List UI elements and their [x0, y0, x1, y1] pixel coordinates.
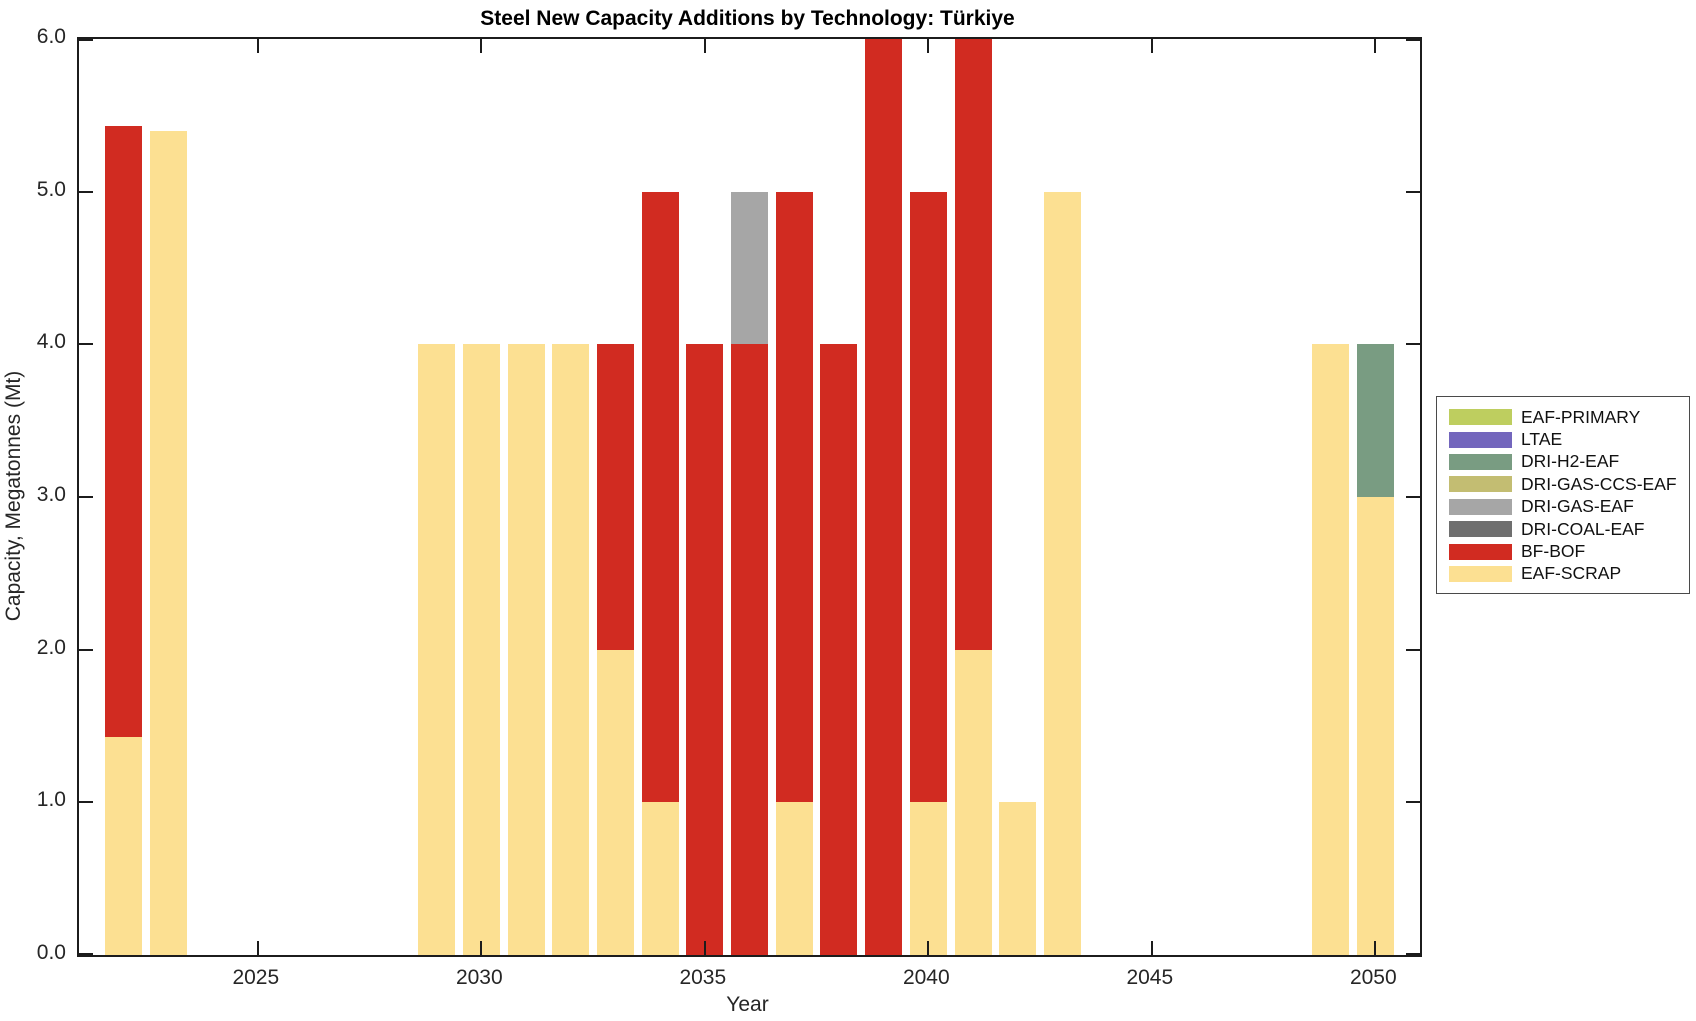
legend-label-eaf-scrap: EAF-SCRAP	[1521, 563, 1622, 584]
bar-segment-eaf-scrap-2042	[999, 802, 1037, 955]
bar-segment-dri-gas-eaf-2036	[731, 191, 768, 345]
y-tick-left-0	[79, 953, 93, 955]
bar-segment-eaf-scrap-2041	[954, 649, 992, 955]
x-tick-label-2050: 2050	[1349, 966, 1397, 989]
y-tick-left-3	[79, 496, 93, 498]
bar-segment-eaf-scrap-2022	[105, 736, 143, 955]
x-tick-top-2050	[1374, 39, 1377, 53]
y-tick-label-6.0: 6.0	[36, 25, 66, 48]
legend-swatch-ltae	[1449, 431, 1512, 448]
legend-item-eaf-primary: EAF-PRIMARY	[1449, 406, 1689, 428]
y-tick-label-4.0: 4.0	[36, 330, 66, 354]
x-tick-top-2025	[256, 39, 259, 53]
y-tick-left-5	[79, 190, 93, 193]
y-tick-label-0.0: 0.0	[36, 941, 66, 964]
y-tick-right-6	[1406, 39, 1420, 41]
bar-segment-eaf-scrap-2033	[596, 649, 634, 955]
x-tick-top-2045	[1150, 39, 1153, 53]
x-tick-bottom-2050	[1374, 941, 1377, 955]
bar-segment-eaf-scrap-2030	[462, 344, 500, 955]
legend-item-eaf-scrap: EAF-SCRAP	[1449, 563, 1689, 585]
x-tick-bottom-2040	[927, 941, 930, 955]
chart-title: Steel New Capacity Additions by Technolo…	[480, 7, 1015, 30]
legend-item-dri-h2-eaf: DRI-H2-EAF	[1449, 451, 1689, 473]
legend-item-dri-gas-eaf: DRI-GAS-EAF	[1449, 496, 1689, 518]
legend-item-ltae: LTAE	[1449, 428, 1689, 450]
bar-segment-eaf-scrap-2040	[909, 802, 947, 955]
legend-item-dri-gas-ccs-eaf: DRI-GAS-CCS-EAF	[1449, 473, 1689, 495]
x-tick-top-2030	[480, 39, 483, 53]
legend-swatch-eaf-primary	[1449, 409, 1512, 426]
y-tick-right-2	[1406, 648, 1420, 651]
bar-segment-bf-bof-2039	[865, 39, 903, 955]
legend-swatch-dri-coal-eaf	[1449, 521, 1512, 538]
y-tick-right-0	[1406, 953, 1420, 955]
bar-segment-eaf-scrap-2032	[552, 344, 590, 955]
y-tick-right-3	[1406, 496, 1420, 498]
bar-segment-dri-h2-eaf-2050	[1356, 344, 1394, 497]
legend-swatch-dri-h2-eaf	[1449, 453, 1512, 470]
legend-item-bf-bof: BF-BOF	[1449, 540, 1689, 562]
bar-segment-eaf-scrap-2023	[149, 130, 187, 955]
x-axis-label: Year	[726, 993, 769, 1016]
y-tick-label-2.0: 2.0	[36, 635, 66, 659]
x-tick-label-2045: 2045	[1126, 966, 1174, 989]
bar-segment-bf-bof-2037	[775, 191, 813, 803]
legend-swatch-dri-gas-ccs-eaf	[1449, 476, 1512, 493]
bar-segment-bf-bof-2034	[641, 191, 679, 803]
bar-segment-bf-bof-2040	[909, 191, 947, 803]
bar-segment-eaf-scrap-2050	[1356, 497, 1394, 955]
y-tick-left-4	[79, 343, 93, 346]
bar-segment-eaf-scrap-2031	[507, 344, 545, 955]
y-tick-left-6	[79, 39, 93, 41]
y-tick-right-5	[1406, 190, 1420, 193]
y-tick-label-1.0: 1.0	[36, 788, 66, 812]
y-axis-label: Capacity, Megatonnes (Mt)	[2, 370, 25, 622]
x-tick-bottom-2030	[480, 941, 483, 955]
legend-label-dri-h2-eaf: DRI-H2-EAF	[1521, 451, 1620, 472]
y-tick-label-3.0: 3.0	[36, 483, 66, 506]
legend-label-dri-gas-ccs-eaf: DRI-GAS-CCS-EAF	[1521, 473, 1677, 494]
bar-segment-eaf-scrap-2043	[1043, 191, 1081, 955]
x-tick-top-2040	[927, 39, 930, 53]
bar-segment-bf-bof-2036	[731, 344, 768, 955]
bar-segment-bf-bof-2038	[820, 344, 858, 955]
plot-area	[77, 37, 1422, 957]
y-tick-left-1	[79, 801, 93, 804]
bar-segment-bf-bof-2041	[954, 39, 992, 650]
bar-segment-bf-bof-2035	[686, 344, 724, 955]
y-tick-right-1	[1406, 801, 1420, 804]
legend-label-eaf-primary: EAF-PRIMARY	[1521, 406, 1641, 427]
x-tick-bottom-2035	[703, 941, 706, 955]
legend-label-dri-gas-eaf: DRI-GAS-EAF	[1521, 496, 1634, 517]
bar-segment-eaf-scrap-2029	[418, 344, 456, 955]
bar-segment-bf-bof-2033	[596, 344, 634, 650]
x-tick-top-2035	[703, 39, 706, 53]
legend: EAF-PRIMARY LTAE DRI-H2-EAF DRI-GAS-CCS-EAF…	[1436, 396, 1690, 594]
legend-label-dri-coal-eaf: DRI-COAL-EAF	[1521, 518, 1645, 539]
bar-segment-eaf-scrap-2034	[641, 802, 679, 955]
legend-swatch-bf-bof	[1449, 543, 1512, 560]
y-tick-left-2	[79, 648, 93, 651]
x-tick-label-2030: 2030	[455, 966, 503, 989]
legend-label-ltae: LTAE	[1521, 429, 1563, 450]
x-tick-bottom-2045	[1150, 941, 1153, 955]
x-tick-label-2040: 2040	[902, 966, 950, 989]
bar-segment-eaf-scrap-2049	[1312, 344, 1350, 955]
x-tick-label-2035: 2035	[679, 966, 727, 989]
y-tick-label-5.0: 5.0	[36, 177, 66, 201]
legend-swatch-dri-gas-eaf	[1449, 498, 1512, 515]
x-tick-bottom-2025	[256, 941, 259, 955]
x-tick-label-2025: 2025	[232, 966, 280, 989]
legend-label-bf-bof: BF-BOF	[1521, 541, 1586, 562]
legend-item-dri-coal-eaf: DRI-COAL-EAF	[1449, 518, 1689, 540]
bar-segment-eaf-scrap-2037	[775, 802, 813, 955]
y-tick-right-4	[1406, 343, 1420, 346]
legend-swatch-eaf-scrap	[1449, 565, 1512, 582]
bar-segment-bf-bof-2022	[105, 126, 143, 737]
